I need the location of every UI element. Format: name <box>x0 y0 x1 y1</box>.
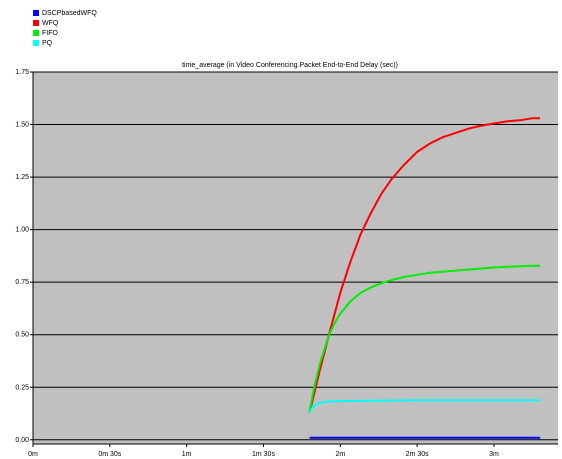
x-tick-label: 2m <box>335 451 345 458</box>
x-tick-label: 1m 30s <box>252 451 275 458</box>
legend-item-pq: PQ <box>33 38 97 48</box>
series-line-fifo <box>308 264 541 411</box>
legend-item-fifo: FIFO <box>33 28 97 38</box>
x-tick-label: 1m <box>182 451 192 458</box>
legend-label-wfq: WFQ <box>42 19 59 27</box>
legend-label-dscpbasedwfq: DSCPbasedWFQ <box>42 9 97 17</box>
legend-label-pq: PQ <box>42 39 53 47</box>
legend-swatch-wfq <box>33 20 39 26</box>
legend-item-wfq: WFQ <box>33 18 97 28</box>
y-axis-ticks: 0.00 0.25 0.50 0.75 1.00 1.25 1.50 1.75 <box>15 69 33 444</box>
x-tick-label: 0m <box>28 451 38 458</box>
legend-label-fifo: FIFO <box>42 29 58 37</box>
x-tick-label: 3m <box>489 451 499 458</box>
y-tick-label: 1.25 <box>15 174 29 181</box>
x-tick-label: 0m 30s <box>98 451 121 458</box>
chart-legend: DSCPbasedWFQ WFQ FIFO PQ <box>33 8 97 48</box>
y-tick-label: 1.00 <box>15 227 29 234</box>
legend-swatch-fifo <box>33 30 39 36</box>
legend-item-dscpbasedwfq: DSCPbasedWFQ <box>33 8 97 18</box>
y-tick-label: 0.25 <box>15 384 29 391</box>
series-line-wfq <box>308 117 541 413</box>
chart-title: time_average (in Video Conferencing.Pack… <box>182 62 398 69</box>
x-axis-ticks: 0m 0m 30s 1m 1m 30s 2m 2m 30s 3m <box>28 444 499 458</box>
y-tick-label: 0.00 <box>15 437 29 444</box>
y-tick-label: 1.50 <box>15 122 29 129</box>
y-tick-label: 1.75 <box>15 69 29 76</box>
series-line-pq <box>308 399 541 414</box>
legend-swatch-pq <box>33 40 39 46</box>
series-lines <box>308 117 541 439</box>
gridlines <box>33 71 558 441</box>
x-tick-label: 2m 30s <box>406 451 429 458</box>
legend-swatch-dscpbasedwfq <box>33 10 39 16</box>
plot-area <box>33 72 558 444</box>
y-tick-label: 0.50 <box>15 332 29 339</box>
y-tick-label: 0.75 <box>15 279 29 286</box>
